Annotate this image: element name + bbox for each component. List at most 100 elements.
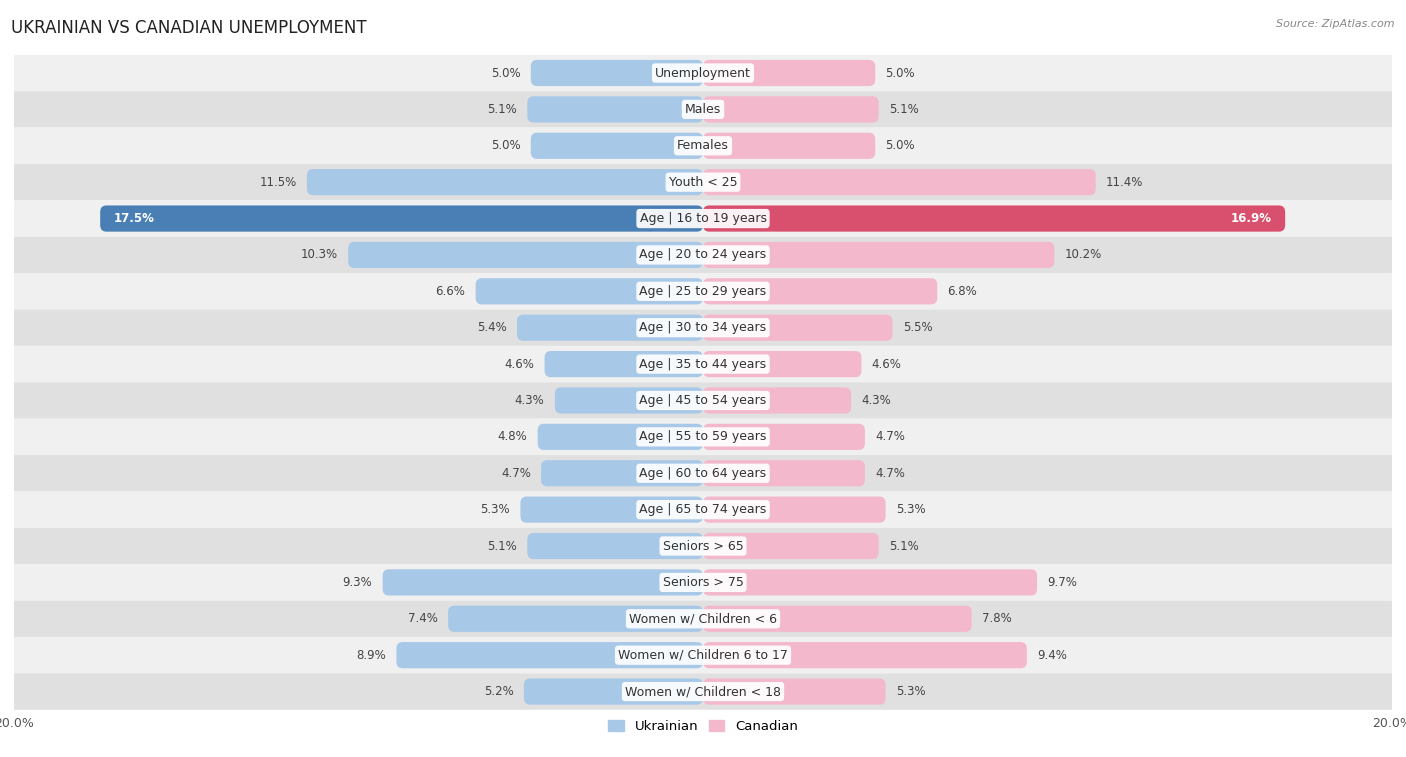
Text: Youth < 25: Youth < 25 xyxy=(669,176,737,188)
Text: 4.3%: 4.3% xyxy=(515,394,544,407)
FancyBboxPatch shape xyxy=(396,642,703,668)
FancyBboxPatch shape xyxy=(307,169,703,195)
FancyBboxPatch shape xyxy=(703,497,886,523)
FancyBboxPatch shape xyxy=(14,491,1392,528)
Text: 16.9%: 16.9% xyxy=(1230,212,1271,225)
Text: 5.1%: 5.1% xyxy=(889,540,918,553)
Text: Age | 30 to 34 years: Age | 30 to 34 years xyxy=(640,321,766,334)
Text: 11.5%: 11.5% xyxy=(259,176,297,188)
FancyBboxPatch shape xyxy=(14,164,1392,201)
FancyBboxPatch shape xyxy=(14,674,1392,710)
Legend: Ukrainian, Canadian: Ukrainian, Canadian xyxy=(603,715,803,738)
Text: Age | 55 to 59 years: Age | 55 to 59 years xyxy=(640,431,766,444)
FancyBboxPatch shape xyxy=(14,564,1392,600)
Text: Age | 25 to 29 years: Age | 25 to 29 years xyxy=(640,285,766,298)
Text: 9.4%: 9.4% xyxy=(1038,649,1067,662)
Text: 5.1%: 5.1% xyxy=(488,540,517,553)
Text: 4.8%: 4.8% xyxy=(498,431,527,444)
Text: 5.2%: 5.2% xyxy=(484,685,513,698)
FancyBboxPatch shape xyxy=(703,642,1026,668)
FancyBboxPatch shape xyxy=(14,455,1392,491)
FancyBboxPatch shape xyxy=(703,315,893,341)
FancyBboxPatch shape xyxy=(703,169,1095,195)
FancyBboxPatch shape xyxy=(14,346,1392,382)
FancyBboxPatch shape xyxy=(703,279,938,304)
FancyBboxPatch shape xyxy=(14,201,1392,237)
Text: 5.3%: 5.3% xyxy=(896,685,925,698)
FancyBboxPatch shape xyxy=(703,241,1054,268)
FancyBboxPatch shape xyxy=(14,55,1392,91)
Text: 5.1%: 5.1% xyxy=(889,103,918,116)
Text: 7.8%: 7.8% xyxy=(981,612,1012,625)
FancyBboxPatch shape xyxy=(475,279,703,304)
Text: Age | 45 to 54 years: Age | 45 to 54 years xyxy=(640,394,766,407)
FancyBboxPatch shape xyxy=(520,497,703,523)
Text: 4.6%: 4.6% xyxy=(505,357,534,371)
FancyBboxPatch shape xyxy=(703,460,865,486)
FancyBboxPatch shape xyxy=(14,91,1392,128)
Text: Unemployment: Unemployment xyxy=(655,67,751,79)
Text: 4.7%: 4.7% xyxy=(501,467,531,480)
FancyBboxPatch shape xyxy=(703,424,865,450)
FancyBboxPatch shape xyxy=(703,678,886,705)
Text: Males: Males xyxy=(685,103,721,116)
FancyBboxPatch shape xyxy=(703,569,1038,596)
Text: 7.4%: 7.4% xyxy=(408,612,437,625)
Text: Age | 35 to 44 years: Age | 35 to 44 years xyxy=(640,357,766,371)
Text: 17.5%: 17.5% xyxy=(114,212,155,225)
Text: Women w/ Children 6 to 17: Women w/ Children 6 to 17 xyxy=(619,649,787,662)
FancyBboxPatch shape xyxy=(100,205,703,232)
Text: 4.3%: 4.3% xyxy=(862,394,891,407)
FancyBboxPatch shape xyxy=(703,388,851,413)
FancyBboxPatch shape xyxy=(703,606,972,632)
Text: 5.5%: 5.5% xyxy=(903,321,932,334)
Text: UKRAINIAN VS CANADIAN UNEMPLOYMENT: UKRAINIAN VS CANADIAN UNEMPLOYMENT xyxy=(11,19,367,37)
FancyBboxPatch shape xyxy=(544,351,703,377)
FancyBboxPatch shape xyxy=(14,528,1392,564)
FancyBboxPatch shape xyxy=(524,678,703,705)
Text: Women w/ Children < 18: Women w/ Children < 18 xyxy=(626,685,780,698)
Text: 10.2%: 10.2% xyxy=(1064,248,1102,261)
FancyBboxPatch shape xyxy=(527,533,703,559)
Text: 4.7%: 4.7% xyxy=(875,467,905,480)
FancyBboxPatch shape xyxy=(703,96,879,123)
Text: 5.3%: 5.3% xyxy=(896,503,925,516)
FancyBboxPatch shape xyxy=(531,60,703,86)
Text: 6.6%: 6.6% xyxy=(436,285,465,298)
Text: 10.3%: 10.3% xyxy=(301,248,337,261)
FancyBboxPatch shape xyxy=(703,351,862,377)
Text: 5.3%: 5.3% xyxy=(481,503,510,516)
FancyBboxPatch shape xyxy=(349,241,703,268)
FancyBboxPatch shape xyxy=(703,60,875,86)
FancyBboxPatch shape xyxy=(14,128,1392,164)
FancyBboxPatch shape xyxy=(517,315,703,341)
Text: 5.0%: 5.0% xyxy=(886,139,915,152)
Text: Age | 20 to 24 years: Age | 20 to 24 years xyxy=(640,248,766,261)
Text: 5.4%: 5.4% xyxy=(477,321,506,334)
Text: Age | 60 to 64 years: Age | 60 to 64 years xyxy=(640,467,766,480)
FancyBboxPatch shape xyxy=(703,205,1285,232)
Text: 9.7%: 9.7% xyxy=(1047,576,1077,589)
Text: 4.6%: 4.6% xyxy=(872,357,901,371)
Text: Women w/ Children < 6: Women w/ Children < 6 xyxy=(628,612,778,625)
FancyBboxPatch shape xyxy=(14,600,1392,637)
Text: 9.3%: 9.3% xyxy=(343,576,373,589)
FancyBboxPatch shape xyxy=(382,569,703,596)
FancyBboxPatch shape xyxy=(703,132,875,159)
Text: Age | 65 to 74 years: Age | 65 to 74 years xyxy=(640,503,766,516)
Text: Seniors > 65: Seniors > 65 xyxy=(662,540,744,553)
FancyBboxPatch shape xyxy=(14,637,1392,674)
Text: 8.9%: 8.9% xyxy=(356,649,387,662)
Text: 4.7%: 4.7% xyxy=(875,431,905,444)
FancyBboxPatch shape xyxy=(541,460,703,486)
FancyBboxPatch shape xyxy=(14,237,1392,273)
FancyBboxPatch shape xyxy=(449,606,703,632)
FancyBboxPatch shape xyxy=(703,533,879,559)
Text: 5.0%: 5.0% xyxy=(886,67,915,79)
FancyBboxPatch shape xyxy=(537,424,703,450)
FancyBboxPatch shape xyxy=(14,310,1392,346)
FancyBboxPatch shape xyxy=(555,388,703,413)
Text: Seniors > 75: Seniors > 75 xyxy=(662,576,744,589)
FancyBboxPatch shape xyxy=(527,96,703,123)
Text: Age | 16 to 19 years: Age | 16 to 19 years xyxy=(640,212,766,225)
